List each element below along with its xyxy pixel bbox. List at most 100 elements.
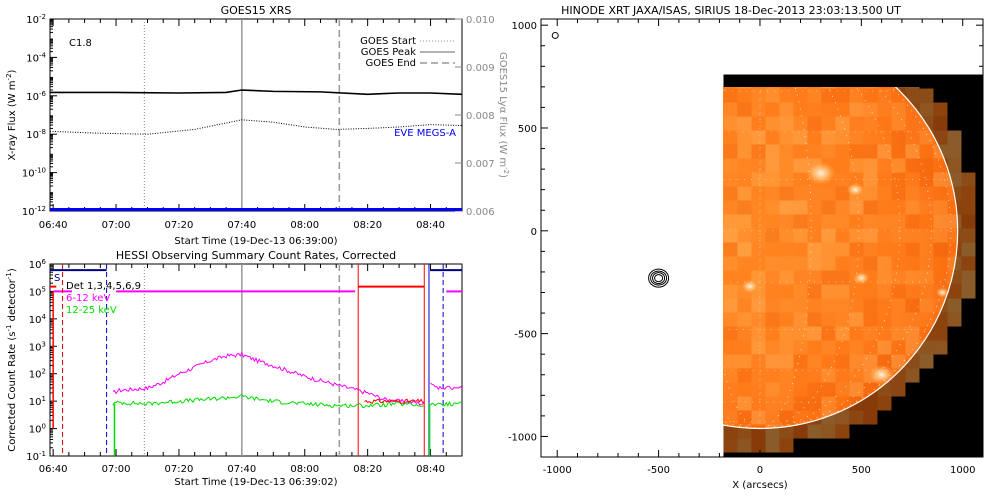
heliographic-grid (723, 87, 958, 429)
disk-pixel-block (765, 326, 780, 341)
disk-pixel-block (793, 242, 808, 257)
goes-title: GOES15 XRS (221, 4, 292, 17)
goes-y2-axis: 0.006 0.007 0.008 0.009 0.010 (455, 15, 495, 218)
disk-pixel-block (779, 186, 794, 201)
disk-pixel-block (723, 326, 738, 341)
disk-pixel-block (947, 214, 962, 229)
disk-pixel-block (779, 438, 794, 453)
disk-pixel-block (737, 214, 752, 229)
active-region (935, 287, 950, 298)
disk-pixel-block (821, 144, 836, 159)
disk-pixel-block (905, 242, 920, 257)
goes-y2-tick-label: 0.008 (466, 111, 495, 122)
disk-pixel-block (751, 340, 766, 355)
disk-pixel-block (877, 242, 892, 257)
disk-pixel-block (765, 424, 780, 439)
disk-pixel-block (765, 312, 780, 327)
disk-pixel-block (849, 102, 864, 117)
hessi-x-tick-label: 06:40 (39, 464, 68, 475)
disk-pixel-block (807, 242, 822, 257)
disk-pixel-block (793, 158, 808, 173)
disk-pixel-block (821, 130, 836, 145)
hessi-y-tick-label: 104 (29, 313, 47, 326)
disk-pixel-block (779, 382, 794, 397)
disk-pixel-block (737, 354, 752, 369)
disk-pixel-block (961, 256, 976, 271)
disk-pixel-block (919, 298, 934, 313)
disk-pixel-block (891, 368, 906, 383)
disk-pixel-block (933, 228, 948, 243)
hinode-y-tick-label: -500 (514, 330, 537, 341)
hinode-x-tick-label: -1000 (543, 465, 572, 476)
disk-pixel-block (891, 242, 906, 257)
disk-pixel-block (877, 340, 892, 355)
disk-pixel-block (849, 87, 864, 89)
disk-pixel-block (779, 424, 794, 439)
disk-pixel-block (793, 87, 808, 89)
disk-pixel-block (849, 354, 864, 369)
disk-pixel-block (863, 340, 878, 355)
disk-pixel-block (793, 214, 808, 229)
disk-pixel-block (835, 228, 850, 243)
disk-pixel-block (751, 200, 766, 215)
disk-pixel-block (723, 312, 738, 327)
disk-pixel-block (863, 186, 878, 201)
hessi-x-tick-label: 08:40 (416, 464, 445, 475)
disk-pixel-block (737, 340, 752, 355)
disk-pixel-block (737, 116, 752, 131)
disk-pixel-block (891, 256, 906, 271)
disk-pixel-block (779, 102, 794, 117)
disk-pixel-block (863, 284, 878, 299)
disk-pixel-block (877, 87, 892, 89)
disk-pixel-block (877, 298, 892, 313)
goes-y-tick-label: 10-2 (26, 13, 46, 26)
hinode-y-tick-label: 1000 (512, 21, 537, 32)
disk-pixel-block (723, 186, 738, 201)
disk-pixel-block (933, 340, 948, 355)
hessi-x-tick-label: 08:20 (353, 464, 382, 475)
hessi-series-12-25-kev (430, 400, 462, 408)
disk-pixel-block (947, 158, 962, 173)
disk-pixel-block (849, 228, 864, 243)
disk-pixel-block (765, 200, 780, 215)
disk-pixel-block (779, 88, 794, 103)
active-region (852, 271, 870, 285)
disk-pixel-block (961, 200, 976, 215)
disk-pixel-block (961, 214, 976, 229)
disk-pixel-block (961, 172, 976, 187)
hessi-flags (50, 264, 462, 456)
disk-pixel-block (737, 396, 752, 411)
disk-pixel-block (793, 144, 808, 159)
disk-pixel-block (877, 186, 892, 201)
disk-pixel-block (905, 326, 920, 341)
hinode-x-tick-label: 1000 (950, 465, 975, 476)
goes-y-tick-label: 10-12 (22, 205, 46, 218)
disk-pixel-block (919, 312, 934, 327)
disk-pixel-block (891, 340, 906, 355)
disk-pixel-block (807, 144, 822, 159)
disk-pixel-block (807, 284, 822, 299)
disk-pixel-block (821, 424, 836, 439)
disk-pixel-block (737, 130, 752, 145)
disk-pixel-block (821, 382, 836, 397)
disk-pixel-block (751, 130, 766, 145)
disk-pixel-block (919, 270, 934, 285)
disk-pixel-block (849, 116, 864, 131)
goes-x-tick-label: 08:00 (290, 220, 319, 231)
hessi-y-tick-label: 102 (29, 368, 46, 381)
goes-y2-tick-label: 0.009 (466, 63, 495, 74)
hessi-y-axis: 10-1 100 101 102 103 104 105 106 (26, 258, 57, 463)
disk-pixel-block (723, 88, 738, 103)
disk-pixel-block (751, 102, 766, 117)
disk-pixel-block (835, 158, 850, 173)
hessi-x-axis: 06:40 07:00 07:20 07:40 08:00 08:20 08:40 (39, 264, 447, 475)
disk-pixel-block (877, 312, 892, 327)
goes-legend-peak: GOES Peak (361, 47, 416, 58)
disk-pixel-block (905, 158, 920, 173)
disk-pixel-block (821, 242, 836, 257)
goes-xlabel: Start Time (19-Dec-13 06:39:00) (174, 236, 337, 247)
disk-pixel-block (807, 270, 822, 285)
hessi-legend-high: 12-25 keV (66, 305, 117, 316)
hessi-state-label: S (54, 273, 60, 284)
disk-pixel-block (723, 130, 738, 145)
